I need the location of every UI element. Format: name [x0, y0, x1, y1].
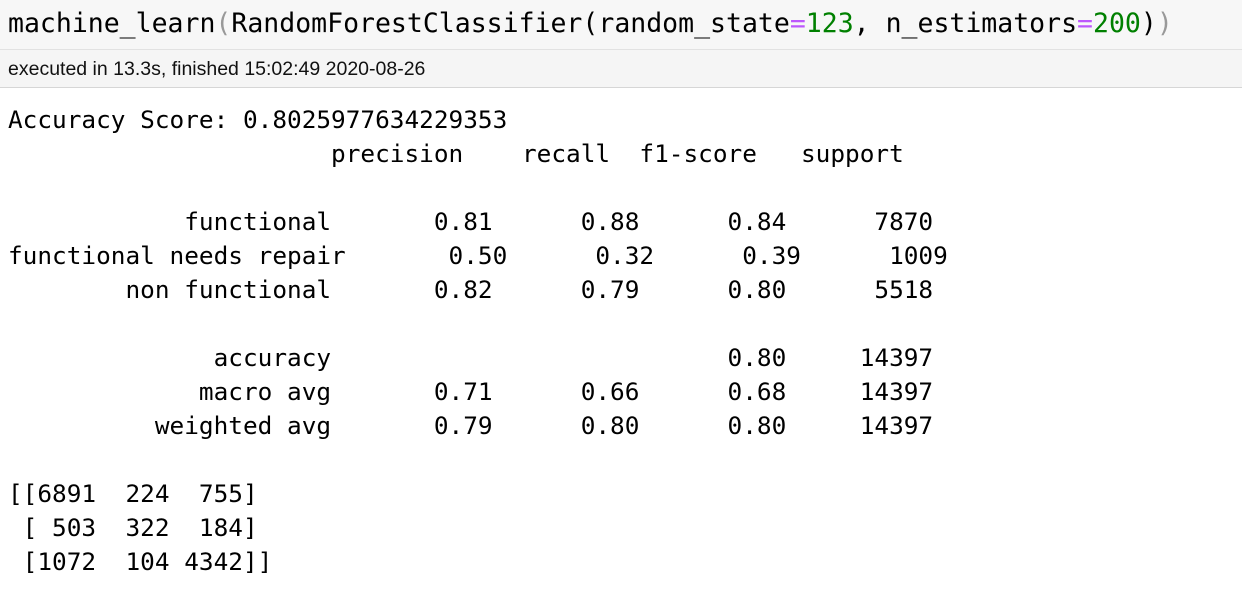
arg-random-state-name: random_state: [598, 8, 790, 39]
report-header-line: precision recall f1-score support: [8, 139, 904, 168]
function-name: machine_learn: [8, 8, 216, 39]
cell-output: Accuracy Score: 0.8025977634229353 preci…: [8, 103, 1234, 579]
confusion-matrix-row-3: [1072 104 4342]]: [8, 547, 273, 576]
report-row-accuracy: accuracy 0.80 14397: [8, 343, 934, 372]
close-paren: ): [1156, 8, 1173, 39]
execution-time-bar: executed in 13.3s, finished 15:02:49 202…: [0, 50, 1242, 88]
arg-random-state-value: 123: [805, 8, 854, 39]
arg-n-estimators-value: 200: [1093, 8, 1141, 39]
blank-line: [8, 307, 1234, 341]
open-paren: (: [215, 8, 232, 39]
confusion-matrix-row-2: [ 503 322 184]: [8, 513, 258, 542]
report-row-macro-avg: macro avg 0.71 0.66 0.68 14397: [8, 377, 934, 406]
blank-line: [8, 443, 1234, 477]
arg-n-estimators-name: n_estimators: [885, 8, 1078, 39]
confusion-matrix-row-1: [[6891 224 755]: [8, 479, 258, 508]
report-row-non-functional: non functional 0.82 0.79 0.80 5518: [8, 275, 934, 304]
code-input-area[interactable]: machine_learn(RandomForestClassifier(ran…: [0, 0, 1242, 50]
model-name: RandomForestClassifier: [231, 8, 583, 39]
report-row-weighted-avg: weighted avg 0.79 0.80 0.80 14397: [8, 411, 934, 440]
blank-line: [8, 171, 1234, 205]
execution-status: executed in 13.3s, finished 15:02:49 202…: [8, 58, 426, 80]
equals-operator: =: [789, 8, 806, 39]
report-row-functional-needs-repair: functional needs repair 0.50 0.32 0.39 1…: [8, 241, 948, 270]
equals-operator: =: [1077, 8, 1093, 39]
report-row-functional: functional 0.81 0.88 0.84 7870: [8, 207, 934, 236]
code-line[interactable]: machine_learn(RandomForestClassifier(ran…: [8, 8, 1173, 39]
accuracy-score-line: Accuracy Score: 0.8025977634229353: [8, 105, 508, 134]
